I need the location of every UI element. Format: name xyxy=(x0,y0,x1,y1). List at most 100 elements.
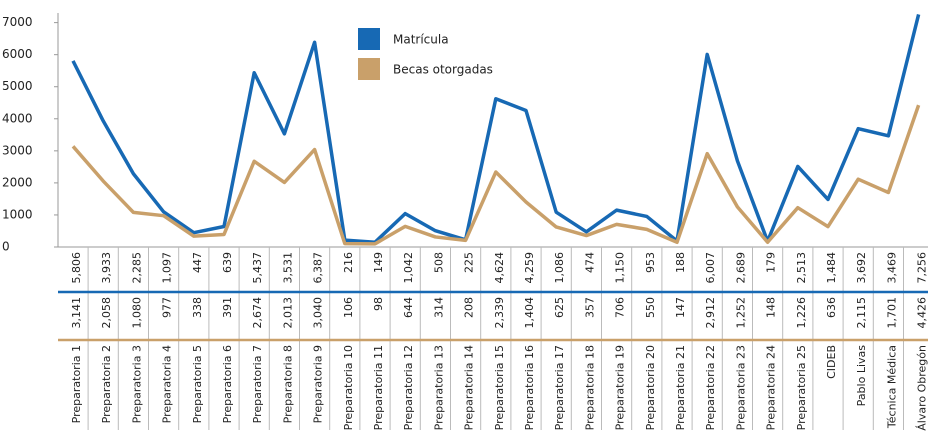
x-tick-label: Preparatoria 14 xyxy=(463,345,476,430)
data-label: 1,086 xyxy=(553,252,566,284)
data-label: 1,252 xyxy=(734,297,747,329)
x-tick-label: Álvaro Obregón xyxy=(916,345,928,431)
data-label: 6,007 xyxy=(704,252,717,284)
data-label: 447 xyxy=(191,252,204,273)
data-label: 2,058 xyxy=(100,297,113,329)
x-tick-label: Preparatoria 20 xyxy=(644,345,657,430)
data-label: 625 xyxy=(553,297,566,318)
legend-label: Matrícula xyxy=(393,33,449,47)
x-tick-label: Preparatoria 3 xyxy=(130,345,143,423)
data-label: 1,404 xyxy=(523,297,536,329)
data-label: 2,674 xyxy=(251,297,264,329)
data-label: 1,484 xyxy=(825,252,838,284)
x-tick-label: Preparatoria 13 xyxy=(432,345,445,430)
x-tick-label: Preparatoria 21 xyxy=(674,345,687,430)
data-label: 216 xyxy=(342,252,355,273)
data-label: 106 xyxy=(342,297,355,318)
x-tick-label: Preparatoria 22 xyxy=(704,345,717,430)
legend-label: Becas otorgadas xyxy=(393,63,493,77)
data-label: 6,387 xyxy=(312,252,325,284)
data-label: 4,426 xyxy=(916,297,928,329)
y-tick-label: 1000 xyxy=(2,207,33,221)
data-label: 5,806 xyxy=(70,252,83,284)
data-label: 474 xyxy=(583,252,596,273)
data-label: 706 xyxy=(614,297,627,318)
y-tick-label: 3000 xyxy=(2,143,33,157)
x-tick-label: Preparatoria 18 xyxy=(583,345,596,430)
x-tick-label: Preparatoria 12 xyxy=(402,345,415,430)
data-label: 2,285 xyxy=(130,252,143,284)
x-tick-label: CIDEB xyxy=(825,345,838,379)
data-label: 314 xyxy=(432,297,445,318)
y-tick-label: 5000 xyxy=(2,79,33,93)
x-tick-label: Preparatoria 19 xyxy=(614,345,627,430)
x-tick-label: Preparatoria 11 xyxy=(372,345,385,430)
legend-swatch xyxy=(358,58,380,80)
data-label: 953 xyxy=(644,252,657,273)
data-label: 644 xyxy=(402,297,415,318)
y-tick-label: 6000 xyxy=(2,47,33,61)
data-label: 4,624 xyxy=(493,252,506,284)
x-tick-label: Preparatoria 7 xyxy=(251,345,264,423)
data-label: 98 xyxy=(372,297,385,311)
data-label: 1,097 xyxy=(161,252,174,284)
x-tick-label: Preparatoria 2 xyxy=(100,345,113,423)
x-tick-label: Preparatoria 1 xyxy=(70,345,83,423)
data-label: 149 xyxy=(372,252,385,273)
data-label: 357 xyxy=(583,297,596,318)
data-label: 3,040 xyxy=(312,297,325,329)
data-label: 5,437 xyxy=(251,252,264,284)
data-label: 1,226 xyxy=(795,297,808,329)
data-label: 391 xyxy=(221,297,234,318)
x-tick-label: Preparatoria 17 xyxy=(553,345,566,430)
data-label: 3,531 xyxy=(281,252,294,284)
y-tick-label: 2000 xyxy=(2,175,33,189)
data-label: 2,339 xyxy=(493,297,506,329)
x-tick-label: Preparatoria 15 xyxy=(493,345,506,430)
data-label: 4,259 xyxy=(523,252,536,284)
data-label: 148 xyxy=(765,297,778,318)
data-line xyxy=(71,104,921,246)
data-label: 225 xyxy=(463,252,476,273)
data-line xyxy=(71,13,921,244)
data-label: 636 xyxy=(825,297,838,318)
x-tick-label: Preparatoria 8 xyxy=(281,345,294,423)
x-tick-label: Preparatoria 9 xyxy=(312,345,325,423)
y-tick-label: 7000 xyxy=(2,15,33,29)
y-tick-label: 0 xyxy=(2,240,10,254)
y-tick-label: 4000 xyxy=(2,111,33,125)
data-label: 7,256 xyxy=(916,252,928,284)
x-tick-label: Preparatoria 23 xyxy=(734,345,747,430)
data-label: 3,469 xyxy=(885,252,898,284)
legend-swatch xyxy=(358,28,380,50)
data-label: 188 xyxy=(674,252,687,273)
data-label: 1,701 xyxy=(885,297,898,329)
x-tick-label: Preparatoria 5 xyxy=(191,345,204,423)
x-tick-label: Técnica Médica xyxy=(885,345,898,429)
data-label: 1,150 xyxy=(614,252,627,284)
x-tick-label: Preparatoria 4 xyxy=(161,345,174,423)
data-label: 179 xyxy=(765,252,778,273)
x-tick-label: Preparatoria 25 xyxy=(795,345,808,430)
x-tick-label: Preparatoria 16 xyxy=(523,345,536,430)
data-label: 2,115 xyxy=(855,297,868,329)
x-tick-label: Preparatoria 6 xyxy=(221,345,234,423)
data-label: 2,013 xyxy=(281,297,294,329)
data-label: 508 xyxy=(432,252,445,273)
x-tick-label: Preparatoria 10 xyxy=(342,345,355,430)
x-tick-label: Preparatoria 24 xyxy=(765,345,778,430)
data-label: 2,513 xyxy=(795,252,808,284)
x-tick-label: Pablo Livas xyxy=(855,345,868,407)
data-label: 639 xyxy=(221,252,234,273)
data-label: 1,080 xyxy=(130,297,143,329)
data-label: 3,692 xyxy=(855,252,868,284)
data-label: 977 xyxy=(161,297,174,318)
data-label: 208 xyxy=(463,297,476,318)
data-label: 550 xyxy=(644,297,657,318)
data-label: 3,933 xyxy=(100,252,113,284)
data-label: 338 xyxy=(191,297,204,318)
data-label: 1,042 xyxy=(402,252,415,284)
data-label: 147 xyxy=(674,297,687,318)
data-label: 2,912 xyxy=(704,297,717,329)
